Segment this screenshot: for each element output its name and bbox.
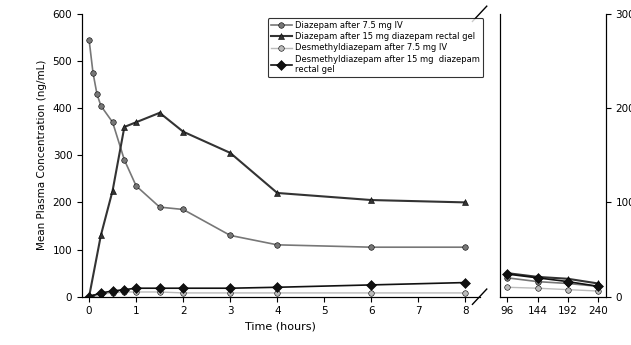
Y-axis label: Mean Plasma Concentration (ng/mL): Mean Plasma Concentration (ng/mL): [37, 60, 47, 250]
Legend: Diazepam after 7.5 mg IV, Diazepam after 15 mg diazepam rectal gel, Desmethyldia: Diazepam after 7.5 mg IV, Diazepam after…: [268, 18, 483, 77]
X-axis label: Time (hours): Time (hours): [245, 322, 316, 332]
